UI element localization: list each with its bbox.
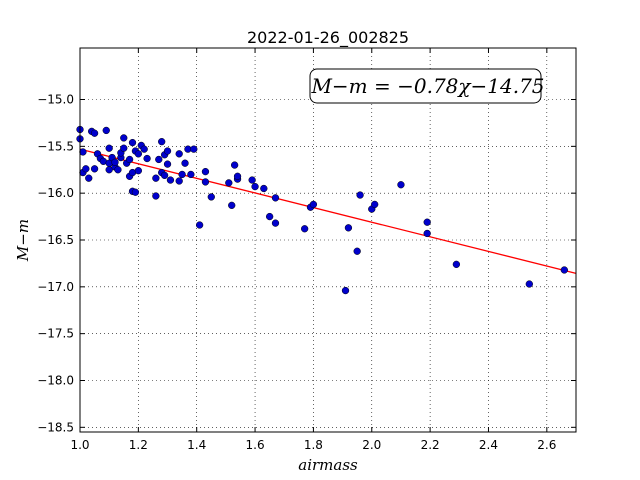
x-axis-label: airmass xyxy=(298,456,358,474)
y-tick-label: −15.0 xyxy=(37,93,74,107)
data-point xyxy=(143,154,151,163)
y-tick-label: −15.5 xyxy=(37,139,74,153)
data-point xyxy=(371,200,379,209)
data-point xyxy=(560,266,568,274)
data-points xyxy=(76,125,568,295)
x-tick-label: 1.8 xyxy=(304,438,323,452)
data-point xyxy=(134,167,143,175)
data-point xyxy=(353,247,361,255)
data-point xyxy=(190,145,198,153)
y-tick-label: −16.5 xyxy=(37,233,74,247)
data-point xyxy=(195,221,204,229)
grid xyxy=(79,48,576,432)
x-tick-label: 1.6 xyxy=(246,438,265,452)
x-tick-label: 1.2 xyxy=(129,438,148,452)
y-tick-label: −17.0 xyxy=(37,280,74,294)
x-tick-label: 2.4 xyxy=(479,438,498,452)
data-point xyxy=(181,159,189,167)
data-point xyxy=(85,174,93,182)
data-point xyxy=(228,201,236,209)
data-point xyxy=(301,225,309,233)
data-point xyxy=(260,184,268,193)
fit-equation-box: M−m = −0.78χ−14.75 xyxy=(309,68,545,104)
data-point xyxy=(82,165,90,173)
data-point xyxy=(525,280,533,288)
data-point xyxy=(230,161,239,169)
x-tick-label: 1.4 xyxy=(187,438,206,452)
data-point xyxy=(140,145,148,153)
data-point xyxy=(128,138,137,147)
data-point xyxy=(79,148,87,156)
data-point xyxy=(233,172,242,180)
data-point xyxy=(158,138,166,146)
chart-title: 2022-01-26_002825 xyxy=(247,28,409,48)
data-point xyxy=(134,150,143,158)
x-tick-label: 2.0 xyxy=(362,438,381,452)
data-point xyxy=(397,181,405,189)
data-point xyxy=(155,155,163,164)
data-point xyxy=(423,229,431,238)
data-point xyxy=(125,155,134,164)
data-point xyxy=(201,178,210,186)
data-point xyxy=(309,200,318,209)
y-tick-label: −17.5 xyxy=(37,327,74,341)
data-point xyxy=(163,147,172,155)
data-point xyxy=(114,166,122,174)
data-point xyxy=(271,219,280,227)
data-point xyxy=(131,188,140,196)
data-point xyxy=(105,166,113,174)
data-point xyxy=(90,129,99,137)
data-point xyxy=(175,150,183,158)
data-point xyxy=(265,212,274,221)
data-point xyxy=(120,134,128,142)
data-point xyxy=(271,194,280,202)
data-point xyxy=(201,167,210,176)
x-tick-label: 2.6 xyxy=(537,438,556,452)
y-tick-label: −16.0 xyxy=(37,186,74,200)
data-point xyxy=(341,286,350,295)
data-point xyxy=(248,176,256,184)
data-point xyxy=(356,191,364,199)
data-point xyxy=(160,171,169,180)
data-point xyxy=(163,160,172,168)
y-tick-label: −18.0 xyxy=(37,373,74,387)
data-point xyxy=(207,193,215,201)
data-point xyxy=(166,176,175,184)
y-tick-label: −18.5 xyxy=(37,420,74,434)
y-axis-label: M−m xyxy=(14,219,32,262)
data-point xyxy=(178,170,186,179)
data-point xyxy=(102,126,110,135)
x-tick-label: 1.0 xyxy=(70,438,89,452)
data-point xyxy=(423,218,431,226)
data-point xyxy=(152,174,160,182)
data-point xyxy=(175,177,183,185)
data-point xyxy=(105,144,113,152)
data-point xyxy=(111,158,119,166)
data-point xyxy=(251,182,259,191)
data-point xyxy=(187,170,195,179)
data-point xyxy=(452,260,461,269)
fit-equation: M−m = −0.78χ−14.75 xyxy=(310,74,544,98)
data-point xyxy=(90,165,99,173)
data-point xyxy=(225,179,233,187)
x-tick-label: 2.2 xyxy=(421,438,440,452)
data-point xyxy=(120,144,128,152)
axis-ticks: 1.0 1.2 1.4 1.6 1.8 2.0 2.2 2.4 2.6 −15.0 −15.5 −16… xyxy=(37,48,576,452)
data-point xyxy=(152,192,160,200)
data-point xyxy=(344,224,353,232)
